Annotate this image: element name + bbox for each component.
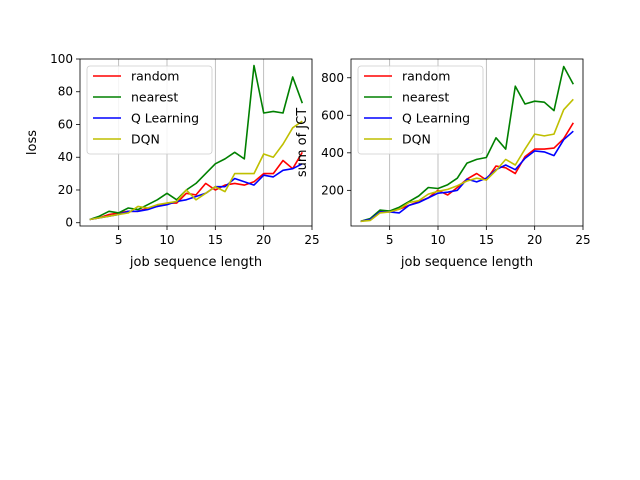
- chart-2-x-tick-label: 5: [386, 233, 394, 247]
- chart-1-y-tick-label: 0: [65, 216, 73, 230]
- chart-1-series-nearest: [89, 64, 304, 221]
- chart-2-x-tick-label: 20: [527, 233, 542, 247]
- chart-2-y-tick-label: 200: [321, 183, 344, 197]
- chart-2-x-tick-label: 25: [575, 233, 590, 247]
- chart-1-y-axis-label: loss: [25, 130, 40, 155]
- chart-1: 5 10 15 20 25 0 20 40 60 80 100 job sequence length…: [25, 52, 320, 270]
- chart-1-y-tick-label: 100: [50, 52, 73, 66]
- chart-2-series-nearest: [360, 65, 575, 223]
- chart-1-legend-label: Q Learning: [131, 111, 199, 126]
- chart-2-y-tick-label: 600: [321, 108, 344, 122]
- chart-2-y-axis-label: sum of JCT: [295, 108, 310, 177]
- chart-2-series-q-learning: [360, 130, 574, 223]
- chart-2-legend-box: [357, 65, 484, 155]
- chart-1-legend-box: [86, 65, 213, 155]
- chart-1-series-dqn: [89, 120, 303, 221]
- chart-1-x-tick-label: 5: [115, 233, 123, 247]
- chart-2-x-tick-label: 15: [479, 233, 494, 247]
- chart-2-series-dqn: [360, 98, 574, 223]
- chart-2-legend-label: Q Learning: [402, 111, 470, 126]
- chart-2-x-tick-label: 10: [430, 233, 445, 247]
- chart-2-y-tick-label: 800: [321, 71, 344, 85]
- chart-1-y-tick-label: 60: [58, 117, 73, 131]
- chart-2-legend-label: nearest: [402, 90, 449, 105]
- chart-1-axes-frame: [79, 58, 313, 227]
- chart-2-legend: random nearest Q Learning DQN: [357, 65, 484, 155]
- chart-1-legend-label: nearest: [131, 90, 178, 105]
- chart-1-legend-label: random: [131, 69, 179, 84]
- chart-2: 5 10 15 20 25 200 400 600 800 job sequence length…: [295, 58, 591, 270]
- chart-2-legend-label: DQN: [402, 132, 431, 147]
- chart-1-x-tick-label: 20: [256, 233, 271, 247]
- chart-1-x-axis-label: job sequence length: [129, 255, 262, 270]
- chart-2-legend-label: random: [402, 69, 450, 84]
- chart-2-x-axis-label: job sequence length: [400, 255, 533, 270]
- chart-1-y-tick-label: 80: [58, 85, 73, 99]
- chart-1-legend: random nearest Q Learning DQN: [86, 65, 213, 155]
- chart-2-axes-frame: [350, 58, 584, 227]
- chart-1-y-tick-label: 40: [58, 150, 73, 164]
- chart-1-x-tick-label: 15: [208, 233, 223, 247]
- chart-1-y-tick-label: 20: [58, 183, 73, 197]
- chart-2-y-tick-label: 400: [321, 146, 344, 160]
- chart-1-legend-label: DQN: [131, 132, 160, 147]
- chart-1-x-tick-label: 10: [159, 233, 174, 247]
- chart-1-x-tick-label: 25: [304, 233, 319, 247]
- chart-1-series-q-learning: [89, 163, 303, 221]
